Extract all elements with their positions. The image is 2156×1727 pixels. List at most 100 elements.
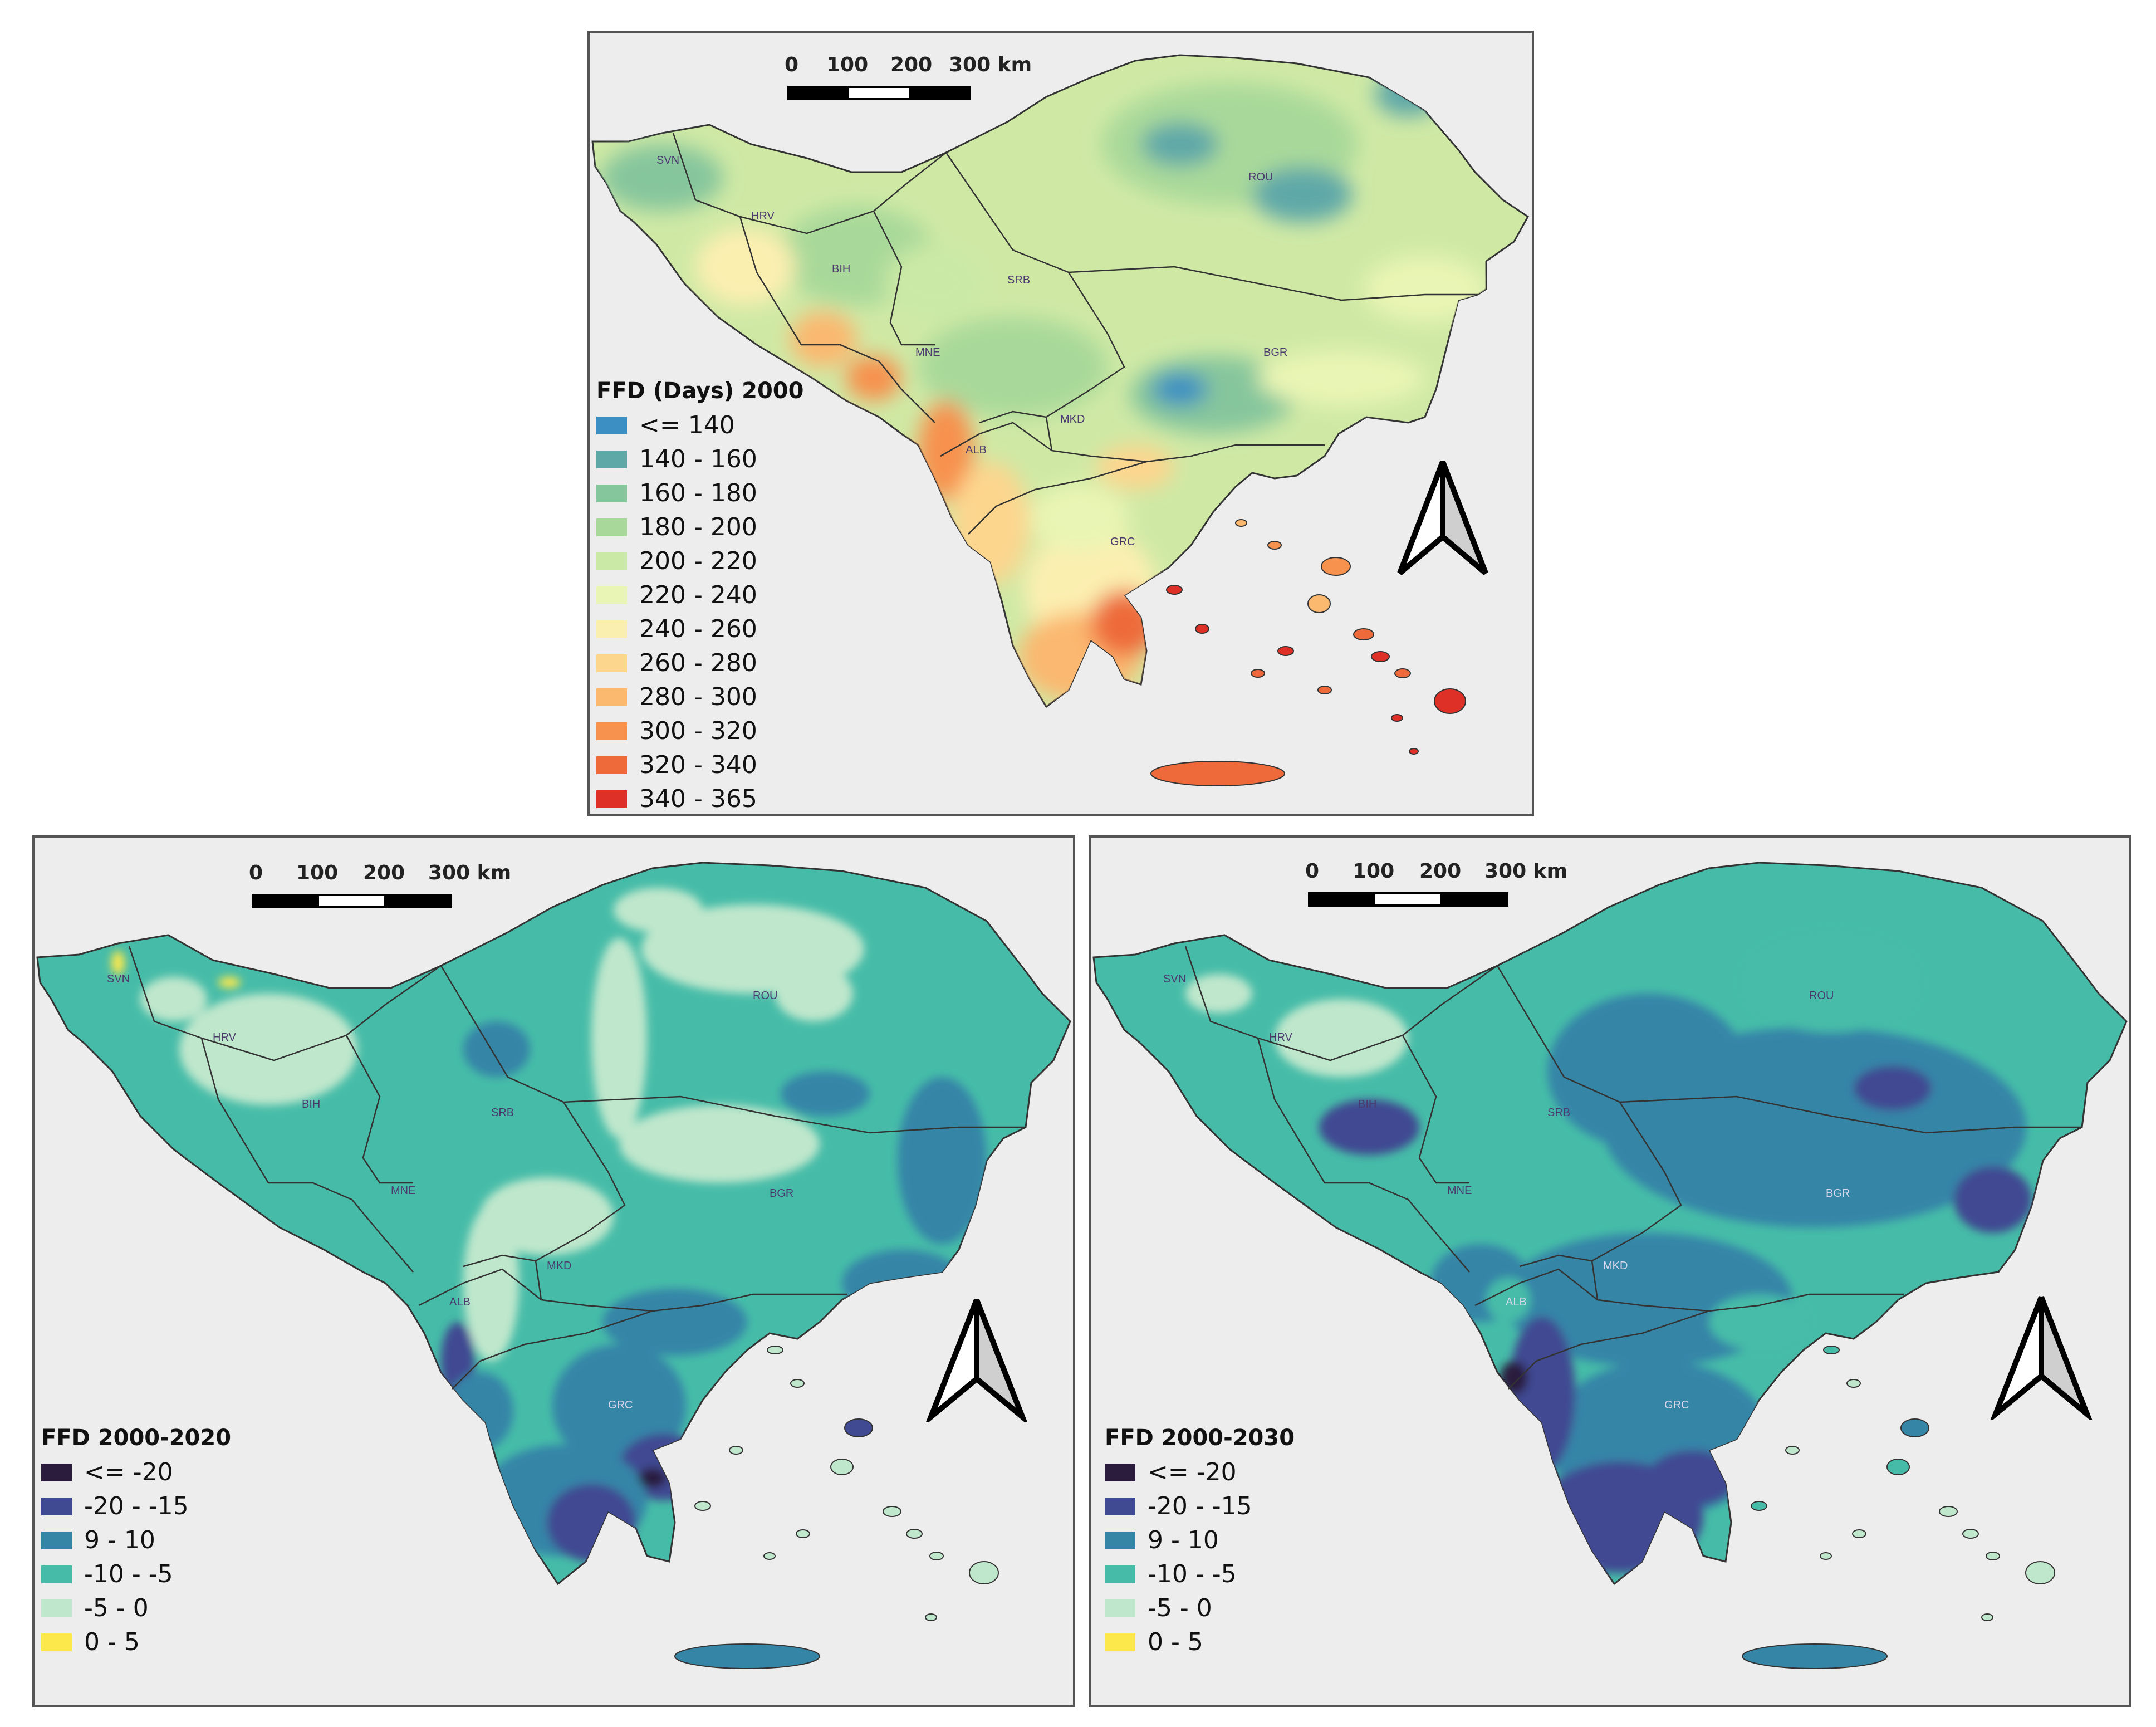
legend-label: -5 - 0 <box>84 1594 149 1622</box>
legend-swatch <box>1105 1497 1135 1515</box>
scale-label-300-km: 300 km <box>1484 860 1568 883</box>
legend-label: <= -20 <box>1148 1458 1237 1486</box>
country-label-alb: ALB <box>1506 1296 1527 1308</box>
legend-item: 300 - 320 <box>596 714 803 748</box>
legend-swatch <box>41 1531 72 1549</box>
legend-list: <= -20 -20 - -15 9 - 10 -10 - -5 -5 - 0 0 - 5 <box>41 1455 231 1659</box>
north-arrow-icon <box>925 1299 1028 1422</box>
legend-swatch <box>41 1497 72 1515</box>
legend-label: 140 - 160 <box>639 445 757 473</box>
scale-label-300-km: 300 km <box>949 53 1032 76</box>
country-label-hrv: HRV <box>1269 1031 1293 1044</box>
legend-item: <= 140 <box>596 408 803 442</box>
country-label-alb: ALB <box>966 444 987 456</box>
country-label-grc: GRC <box>1664 1399 1689 1411</box>
legend-title: FFD (Days) 2000 <box>596 378 804 404</box>
legend-swatch <box>596 654 627 672</box>
scale-bar: 0 100 200 300 km <box>249 862 511 908</box>
map-panel-ffd-2000-2030: SVN HRV BIH SRB ROU MNE BGR MKD ALB GRC … <box>1089 835 2132 1707</box>
country-label-mne: MNE <box>391 1185 415 1197</box>
legend-label: 240 - 260 <box>639 615 757 643</box>
scale-label-100: 100 <box>826 53 869 76</box>
map-canvas: SVN HRV BIH SRB ROU MNE BGR MKD ALB GRC <box>36 862 1071 1669</box>
country-label-rou: ROU <box>1248 171 1273 183</box>
legend-label: -20 - -15 <box>84 1492 189 1520</box>
islands <box>674 1346 999 1669</box>
country-labels: SVN HRV BIH SRB ROU MNE BGR MKD ALB GRC <box>1163 973 1850 1411</box>
legend-swatch <box>596 484 627 502</box>
map-panel-ffd-2000: SVN HRV BIH SRB ROU MNE BGR MKD ALB GRC … <box>587 31 1534 816</box>
country-label-hrv: HRV <box>213 1031 237 1044</box>
country-label-srb: SRB <box>1547 1107 1570 1119</box>
country-label-bih: BIH <box>302 1098 320 1110</box>
legend-item: <= -20 <box>1105 1455 1295 1489</box>
scale-label-0: 0 <box>249 862 263 884</box>
country-borders <box>1184 946 2082 1390</box>
legend-item: -20 - -15 <box>41 1489 231 1523</box>
country-label-bgr: BGR <box>770 1187 793 1200</box>
legend-swatch <box>596 450 627 468</box>
country-label-srb: SRB <box>491 1107 514 1119</box>
legend-swatch <box>41 1599 72 1617</box>
country-label-grc: GRC <box>608 1399 633 1411</box>
scale-label-100: 100 <box>296 862 339 884</box>
legend-label: -5 - 0 <box>1148 1594 1212 1622</box>
legend-title: FFD 2000-2020 <box>41 1425 232 1451</box>
scale-label-200: 200 <box>890 53 933 76</box>
scale-bar: 0 100 200 300 km <box>1305 860 1567 907</box>
country-label-mne: MNE <box>915 346 940 359</box>
country-labels: SVN HRV BIH SRB ROU MNE BGR MKD ALB GRC <box>656 154 1287 548</box>
legend-label: 200 - 220 <box>639 547 757 575</box>
legend-item: 180 - 200 <box>596 510 803 544</box>
scale-label-300-km: 300 km <box>428 862 512 884</box>
country-label-svn: SVN <box>1163 973 1186 985</box>
legend-item: -10 - -5 <box>1105 1557 1295 1591</box>
country-borders <box>128 946 1026 1390</box>
legend-swatch <box>1105 1599 1135 1617</box>
country-borders <box>672 133 1478 535</box>
legend-label: 9 - 10 <box>84 1526 155 1554</box>
legend-swatch <box>596 756 627 774</box>
legend-item: 0 - 5 <box>41 1625 231 1659</box>
legend-swatch <box>596 620 627 638</box>
country-label-rou: ROU <box>753 990 777 1002</box>
legend-label: -10 - -5 <box>84 1560 173 1588</box>
ffd-raster <box>601 72 1486 701</box>
legend-list: <= -20 -20 - -15 9 - 10 -10 - -5 -5 - 0 0 - 5 <box>1105 1455 1295 1659</box>
legend-item: 240 - 260 <box>596 612 803 646</box>
country-label-svn: SVN <box>107 973 130 985</box>
map-panel-ffd-2000-2020: SVN HRV BIH SRB ROU MNE BGR MKD ALB GRC … <box>32 835 1075 1707</box>
legend-item: 140 - 160 <box>596 442 803 476</box>
north-arrow-icon <box>1990 1296 2093 1420</box>
legend-item: 340 - 365 <box>596 782 803 814</box>
country-labels: SVN HRV BIH SRB ROU MNE BGR MKD ALB GRC <box>107 973 793 1411</box>
legend-label: 280 - 300 <box>639 683 757 711</box>
legend-swatch <box>41 1633 72 1651</box>
country-label-srb: SRB <box>1007 274 1030 286</box>
scale-bar: 0 100 200 300 km <box>785 53 1032 100</box>
map-canvas: SVN HRV BIH SRB ROU MNE BGR MKD ALB GRC <box>591 54 1529 786</box>
legend-label: 160 - 180 <box>639 479 757 507</box>
legend-item: -20 - -15 <box>1105 1489 1295 1523</box>
country-label-mkd: MKD <box>547 1260 571 1272</box>
country-label-svn: SVN <box>656 154 679 167</box>
country-label-bgr: BGR <box>1826 1187 1850 1200</box>
legend: FFD 2000-2030 <= -20 -20 - -15 9 - 10 -10 -… <box>1105 1425 1295 1659</box>
legend-label: 260 - 280 <box>639 649 757 677</box>
legend-swatch <box>596 416 627 434</box>
legend-item: -5 - 0 <box>41 1591 231 1625</box>
legend-swatch <box>596 722 627 740</box>
legend-item: 0 - 5 <box>1105 1625 1295 1659</box>
north-arrow-icon <box>1397 461 1488 575</box>
legend-label: <= -20 <box>84 1458 173 1486</box>
legend-item: 9 - 10 <box>1105 1523 1295 1557</box>
country-label-mne: MNE <box>1447 1185 1472 1197</box>
legend-swatch <box>1105 1565 1135 1583</box>
legend-title: FFD 2000-2030 <box>1105 1425 1295 1451</box>
legend-item: 280 - 300 <box>596 680 803 714</box>
legend-label: 300 - 320 <box>639 717 757 745</box>
legend-swatch <box>596 790 627 808</box>
legend-swatch <box>1105 1463 1135 1481</box>
scale-label-200: 200 <box>363 862 405 884</box>
country-label-bih: BIH <box>1358 1098 1376 1110</box>
